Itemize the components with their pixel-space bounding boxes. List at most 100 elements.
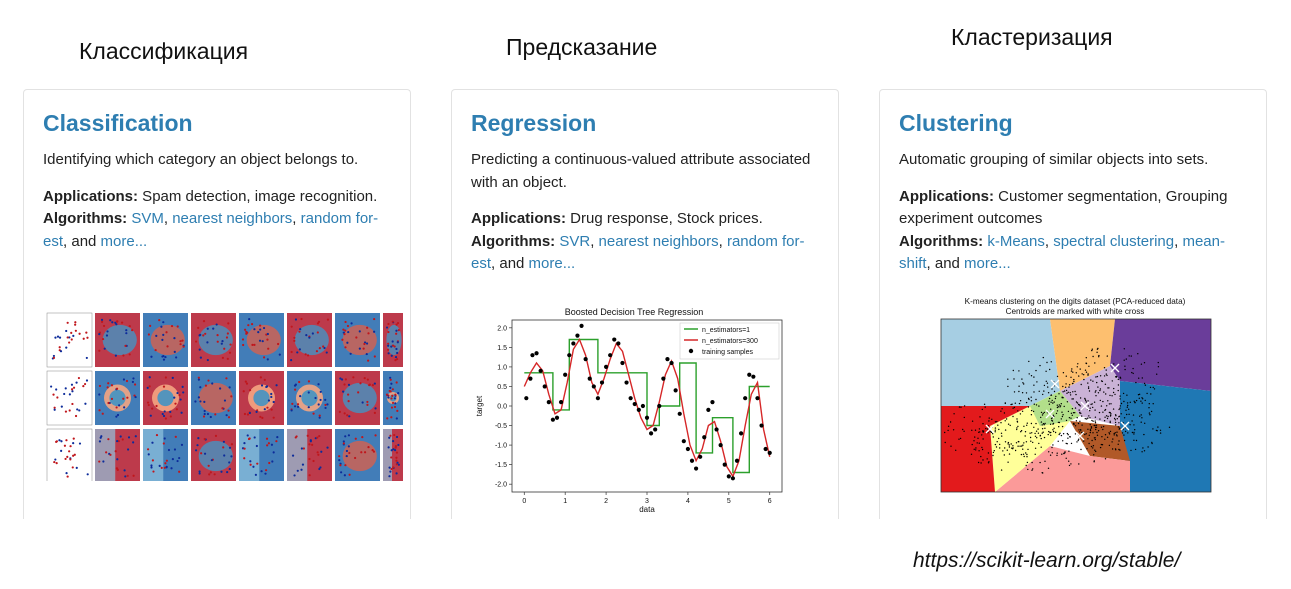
more-link[interactable]: more... — [100, 232, 148, 250]
clustering-title-link[interactable]: Clustering — [899, 110, 1013, 136]
data-point — [1076, 402, 1079, 404]
data-point — [992, 454, 994, 457]
classification-title-link[interactable]: Classification — [43, 110, 193, 136]
cluster-region — [1120, 381, 1211, 492]
data-point — [1012, 369, 1014, 372]
data-point — [1152, 428, 1154, 430]
data-point — [949, 421, 952, 423]
data-point — [1056, 375, 1059, 378]
data-point — [1094, 426, 1097, 429]
classifier-panel — [239, 371, 284, 425]
data-point — [1143, 450, 1146, 452]
more-link[interactable]: more... — [528, 255, 576, 272]
data-point — [1114, 419, 1117, 421]
data-point — [1041, 432, 1043, 434]
x-axis-label: data — [639, 505, 655, 514]
mean-shift-link[interactable]: mean-shift — [899, 232, 1225, 273]
data-point — [1130, 355, 1132, 357]
classifier-panel — [383, 313, 403, 367]
data-point — [994, 421, 997, 423]
data-point — [1119, 377, 1122, 379]
data-point — [1060, 403, 1062, 405]
data-point — [1020, 430, 1023, 432]
applications-label: Applications: — [899, 187, 995, 205]
data-point — [1126, 394, 1128, 396]
regression-title-link[interactable]: Regression — [471, 110, 597, 136]
data-point — [981, 434, 983, 436]
data-point — [1095, 450, 1097, 453]
data-point — [1133, 424, 1135, 426]
data-point — [1088, 442, 1090, 445]
clustering-chart[interactable]: K-means clustering on the digits dataset… — [930, 296, 1220, 496]
separator: , and — [63, 232, 101, 250]
data-point — [947, 425, 950, 427]
nearest-neighbors-link[interactable]: nearest neighbors — [598, 232, 719, 250]
separator: , — [718, 232, 727, 250]
data-point — [1088, 390, 1091, 392]
training-sample-point — [751, 374, 756, 379]
centroid-cross-icon — [985, 424, 995, 434]
random-forest-link[interactable]: random for-est — [471, 232, 805, 273]
more-link[interactable]: more... — [964, 255, 1011, 272]
data-point — [1087, 373, 1089, 375]
y-axis-label: target — [475, 395, 484, 416]
data-point — [1018, 385, 1020, 387]
data-point — [1051, 420, 1054, 422]
data-point — [1108, 411, 1111, 414]
source-url: https://scikit-learn.org/stable/ — [913, 549, 1181, 572]
classifier-panel — [46, 370, 93, 426]
x-tick-label: 2 — [604, 498, 608, 505]
k-means-link[interactable]: k-Means — [987, 232, 1045, 250]
data-point — [1080, 412, 1082, 415]
data-point — [1068, 450, 1070, 452]
classifier-panel — [46, 312, 93, 368]
training-sample-point — [583, 356, 588, 362]
cluster-region — [995, 446, 1130, 492]
data-point — [981, 408, 983, 411]
y-tick-label: 0.5 — [497, 384, 507, 391]
data-point — [1047, 392, 1050, 394]
data-point — [1042, 472, 1044, 474]
data-point — [1008, 446, 1011, 448]
data-point — [1071, 414, 1073, 416]
data-point — [1025, 452, 1027, 454]
data-point — [1050, 361, 1052, 363]
training-sample-point — [738, 431, 744, 436]
training-sample-point — [575, 333, 580, 338]
data-point — [1141, 377, 1143, 379]
training-sample-point — [689, 458, 695, 463]
data-point — [1100, 426, 1103, 428]
data-point — [1147, 446, 1149, 448]
classification-thumbnail[interactable] — [46, 306, 404, 481]
data-point — [1123, 417, 1126, 419]
data-point — [1150, 393, 1152, 395]
data-point — [1129, 401, 1131, 403]
data-point — [1050, 431, 1052, 434]
random-forest-link[interactable]: random for-est — [43, 210, 379, 250]
data-point — [1048, 430, 1050, 433]
data-point — [1084, 369, 1087, 371]
svr-link[interactable]: SVR — [559, 232, 591, 250]
data-point — [1138, 377, 1140, 379]
svm-link[interactable]: SVM — [131, 210, 164, 227]
data-point — [1004, 441, 1007, 443]
data-point — [1104, 438, 1106, 440]
nearest-neighbors-link[interactable]: nearest neighbors — [172, 210, 293, 227]
spectral-clustering-link[interactable]: spectral clustering — [1053, 232, 1175, 250]
data-point — [994, 429, 996, 431]
data-point — [963, 405, 966, 407]
data-point — [952, 429, 955, 431]
data-point — [1092, 380, 1094, 382]
data-point — [1096, 434, 1099, 436]
regression-chart[interactable]: Boosted Decision Tree Regression 0 1 2 3 4 5 6… — [470, 302, 790, 514]
data-point — [1007, 461, 1009, 463]
data-point — [1000, 410, 1002, 412]
data-point — [1044, 422, 1046, 425]
data-point — [1027, 406, 1030, 408]
data-point — [1019, 413, 1022, 415]
y-tick-label: -0.5 — [495, 423, 507, 430]
data-point — [978, 428, 981, 430]
data-point — [1102, 425, 1105, 428]
data-point — [1039, 461, 1041, 464]
data-point — [1042, 423, 1045, 425]
